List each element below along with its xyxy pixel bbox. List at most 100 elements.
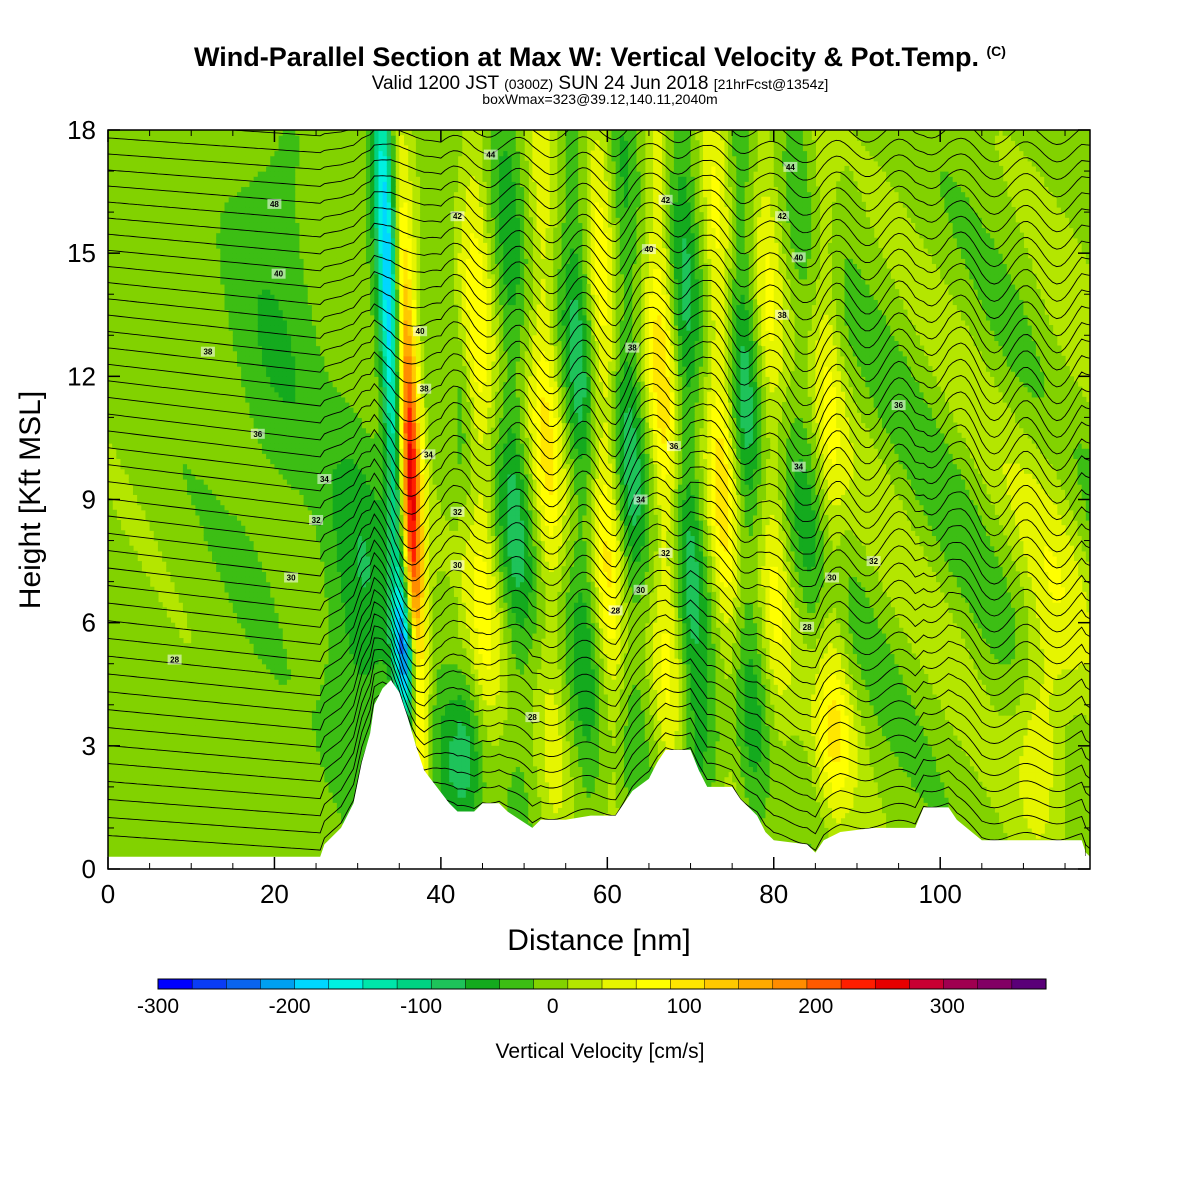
w-cell bbox=[125, 725, 130, 731]
w-cell bbox=[162, 715, 167, 721]
w-cell bbox=[133, 371, 138, 377]
w-cell bbox=[154, 222, 159, 228]
w-cell bbox=[150, 428, 155, 434]
w-cell bbox=[116, 392, 121, 398]
w-cell bbox=[145, 705, 150, 711]
w-cell bbox=[120, 207, 125, 213]
w-cell bbox=[129, 212, 134, 218]
w-cell bbox=[116, 135, 121, 141]
w-cell bbox=[116, 335, 121, 341]
w-cell bbox=[145, 294, 150, 300]
w-cell bbox=[112, 366, 117, 372]
w-cell bbox=[125, 679, 130, 685]
w-cell bbox=[133, 192, 138, 198]
w-cell bbox=[166, 813, 171, 819]
w-cell bbox=[158, 761, 163, 767]
w-cell bbox=[112, 130, 117, 136]
w-cell bbox=[145, 505, 150, 511]
w-cell bbox=[133, 176, 138, 182]
w-cell bbox=[120, 238, 125, 244]
w-cell bbox=[162, 207, 167, 213]
w-cell bbox=[166, 294, 171, 300]
w-cell bbox=[166, 258, 171, 264]
w-cell bbox=[116, 838, 121, 844]
w-cell bbox=[112, 530, 117, 536]
w-cell bbox=[166, 618, 171, 624]
w-cell bbox=[137, 294, 142, 300]
w-cell bbox=[112, 197, 117, 203]
w-cell bbox=[133, 833, 138, 839]
w-cell bbox=[116, 602, 121, 608]
w-cell bbox=[150, 438, 155, 444]
w-cell bbox=[141, 130, 146, 136]
w-cell bbox=[133, 823, 138, 829]
w-cell bbox=[133, 653, 138, 659]
w-cell bbox=[112, 423, 117, 429]
w-cell bbox=[125, 792, 130, 798]
w-cell bbox=[125, 197, 130, 203]
w-cell bbox=[120, 346, 125, 352]
w-cell bbox=[141, 756, 146, 762]
w-cell bbox=[162, 428, 167, 434]
w-cell bbox=[166, 289, 171, 295]
w-cell bbox=[166, 541, 171, 547]
w-cell bbox=[137, 612, 142, 618]
w-cell bbox=[129, 443, 134, 449]
w-cell bbox=[141, 381, 146, 387]
w-cell bbox=[129, 848, 134, 854]
w-cell bbox=[154, 181, 159, 187]
w-cell bbox=[137, 838, 142, 844]
w-cell bbox=[162, 653, 167, 659]
w-cell bbox=[154, 412, 159, 418]
w-cell bbox=[129, 766, 134, 772]
w-cell bbox=[129, 787, 134, 793]
w-cell bbox=[120, 156, 125, 162]
w-cell bbox=[162, 474, 167, 480]
w-cell bbox=[125, 720, 130, 726]
w-cell bbox=[158, 233, 163, 239]
w-cell bbox=[133, 730, 138, 736]
w-cell bbox=[112, 176, 117, 182]
w-cell bbox=[154, 433, 159, 439]
w-cell bbox=[158, 715, 163, 721]
w-cell bbox=[137, 335, 142, 341]
w-cell bbox=[166, 628, 171, 634]
w-cell bbox=[145, 592, 150, 598]
w-cell bbox=[137, 197, 142, 203]
w-cell bbox=[150, 669, 155, 675]
w-cell bbox=[137, 304, 142, 310]
w-cell bbox=[154, 346, 159, 352]
w-cell bbox=[166, 397, 171, 403]
w-cell bbox=[145, 751, 150, 757]
w-cell bbox=[120, 376, 125, 382]
w-cell bbox=[116, 140, 121, 146]
w-cell bbox=[112, 771, 117, 777]
w-cell bbox=[129, 156, 134, 162]
w-cell bbox=[125, 443, 130, 449]
w-cell bbox=[162, 751, 167, 757]
w-cell bbox=[137, 192, 142, 198]
w-cell bbox=[120, 700, 125, 706]
w-cell bbox=[166, 843, 171, 849]
w-cell bbox=[154, 443, 159, 449]
w-cell bbox=[145, 628, 150, 634]
w-cell bbox=[158, 294, 163, 300]
w-cell bbox=[120, 417, 125, 423]
w-cell bbox=[154, 848, 159, 854]
w-cell bbox=[154, 458, 159, 464]
w-cell bbox=[137, 289, 142, 295]
w-cell bbox=[145, 843, 150, 849]
w-cell bbox=[145, 289, 150, 295]
w-cell bbox=[145, 838, 150, 844]
w-cell bbox=[116, 258, 121, 264]
w-cell bbox=[154, 628, 159, 634]
w-cell bbox=[154, 505, 159, 511]
w-cell bbox=[116, 289, 121, 295]
w-cell bbox=[150, 813, 155, 819]
w-cell bbox=[145, 161, 150, 167]
w-cell bbox=[166, 474, 171, 480]
w-cell bbox=[133, 186, 138, 192]
w-cell bbox=[129, 402, 134, 408]
w-cell bbox=[166, 689, 171, 695]
w-cell bbox=[150, 197, 155, 203]
